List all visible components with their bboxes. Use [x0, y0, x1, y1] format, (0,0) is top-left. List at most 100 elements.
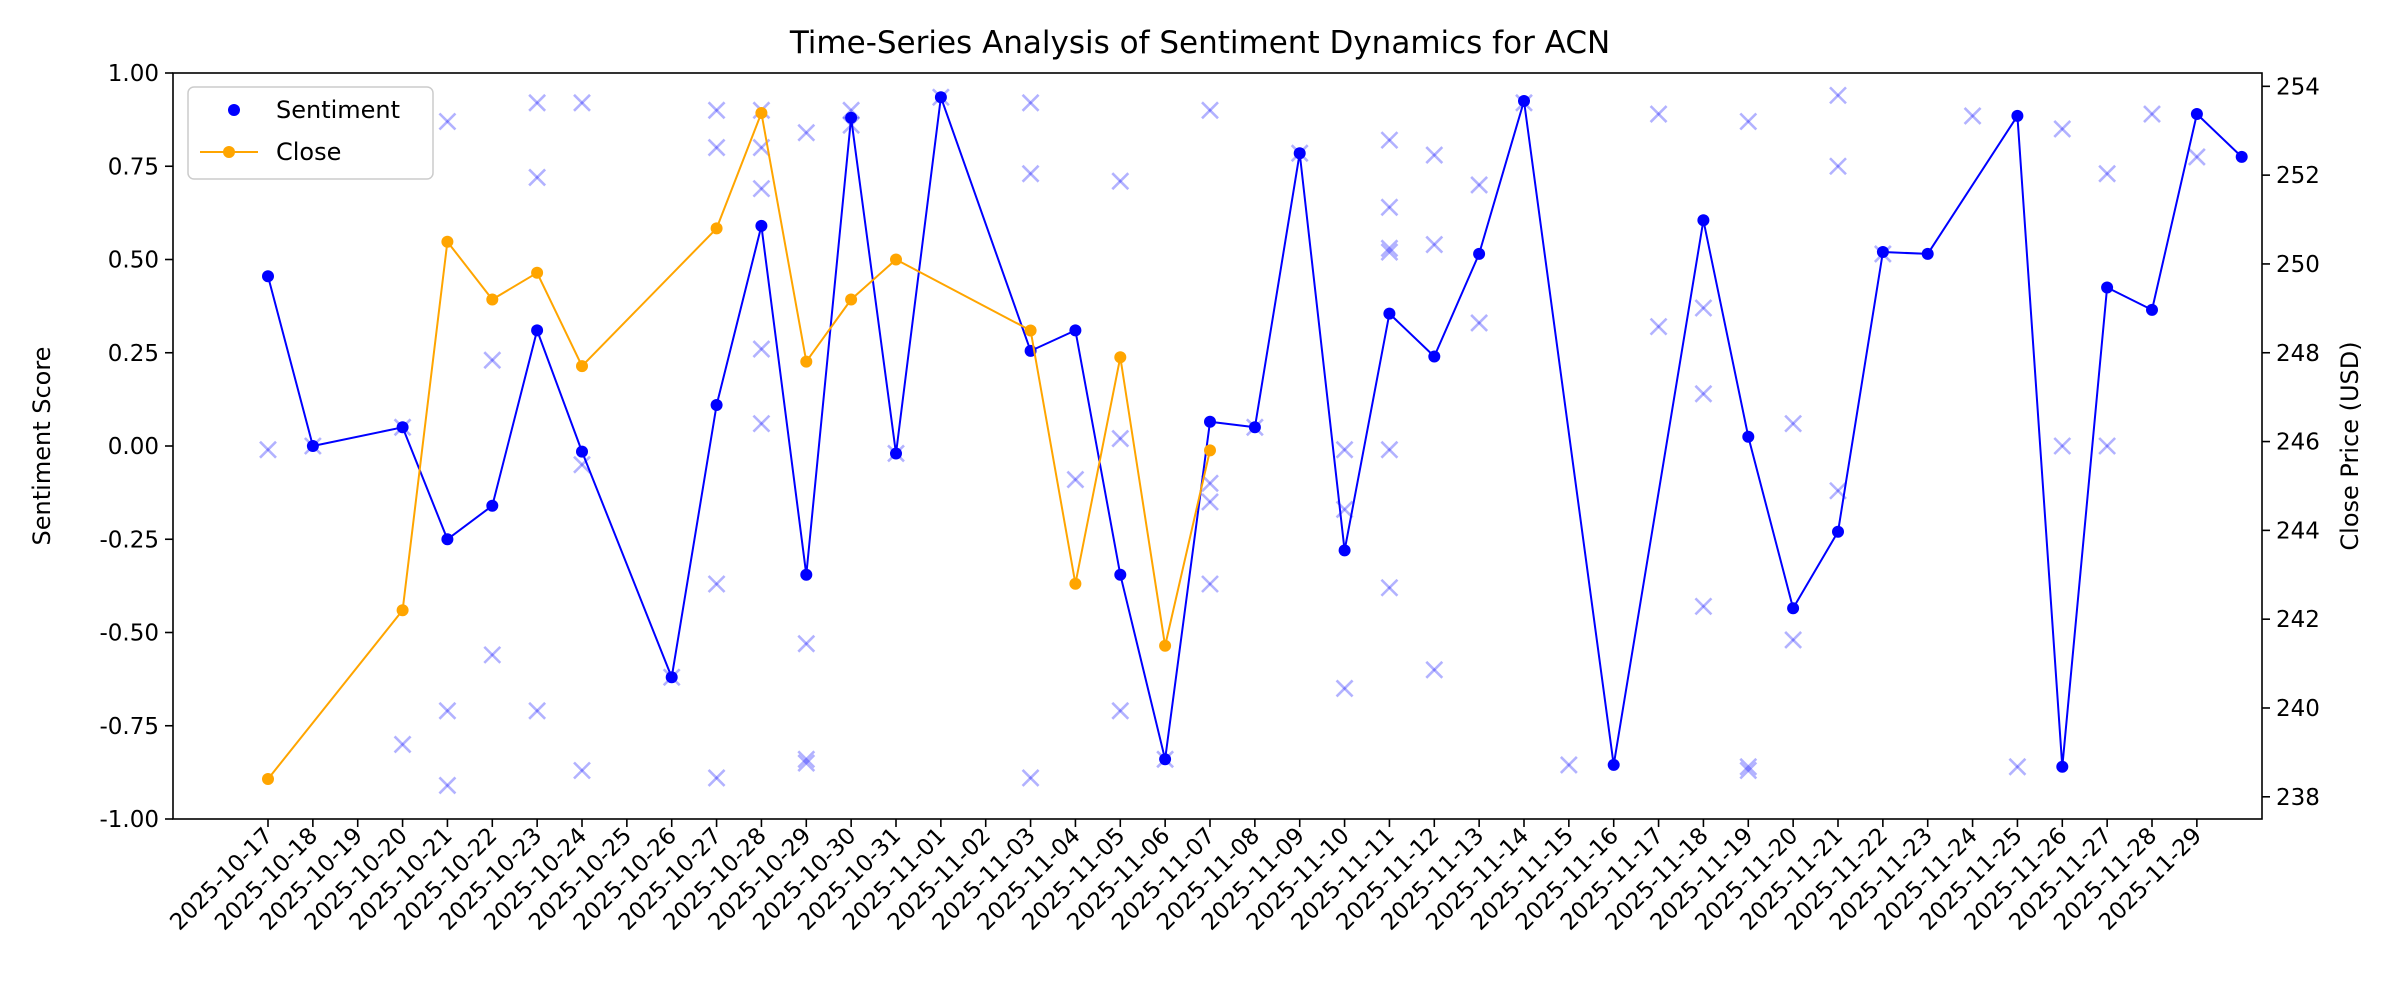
sentiment-point [2101, 281, 2114, 294]
y-tick-label: -0.50 [99, 621, 159, 647]
scatter-point-stroke [528, 93, 547, 112]
close-point [1204, 444, 1216, 457]
scatter-point-stroke [2187, 148, 2206, 166]
sentiment-point [2146, 303, 2158, 316]
scatter-point [1694, 384, 1713, 403]
sentiment-point [2011, 109, 2024, 122]
scatter-point [1066, 470, 1085, 489]
scatter-point [797, 750, 816, 769]
scatter-point [1380, 440, 1399, 459]
scatter-point-stroke [1425, 235, 1444, 254]
scatter-point-stroke [483, 351, 502, 370]
scatter-point [1380, 131, 1399, 150]
scatter-point-stroke [1111, 172, 1130, 191]
legend: Sentiment Close [187, 86, 434, 180]
scatter-point [1335, 440, 1354, 459]
scatter-point [797, 754, 816, 772]
close-point [1024, 324, 1037, 337]
scatter-point-stroke [1201, 493, 1219, 511]
scatter-point [1694, 597, 1713, 616]
scatter-point-stroke [797, 754, 816, 772]
scatter-point [797, 123, 816, 142]
scatter-point-stroke [438, 112, 457, 131]
sentiment-point [2190, 108, 2203, 120]
scatter-point [1201, 101, 1219, 120]
scatter-point-stroke [1470, 175, 1489, 194]
scatter-point-stroke [1380, 578, 1399, 597]
scatter-point [2008, 757, 2027, 776]
legend-frame [187, 86, 434, 180]
scatter-point-stroke [1201, 575, 1219, 593]
scatter-point-stroke [1649, 105, 1668, 123]
scatter-point-stroke [1649, 105, 1668, 123]
scatter-point-stroke [752, 414, 771, 433]
scatter-point [528, 93, 547, 112]
scatter-point-stroke [1694, 597, 1713, 616]
scatter-point-stroke [393, 735, 412, 754]
close-point [396, 604, 409, 617]
scatter-point-stroke [1425, 660, 1444, 679]
sentiment-point [934, 91, 947, 104]
scatter-point-stroke [1066, 470, 1085, 489]
scatter-point-stroke [483, 645, 502, 664]
scatter-point-stroke [1470, 313, 1489, 332]
scatter-point-stroke [1739, 757, 1758, 776]
scatter-point-stroke [1021, 769, 1040, 787]
sentiment-point [890, 447, 902, 460]
scatter-point [1829, 86, 1847, 105]
close-point [890, 253, 902, 266]
scatter-point [707, 769, 726, 787]
scatter-point [1111, 701, 1130, 720]
scatter-point [1739, 112, 1758, 131]
scatter-point [1380, 243, 1399, 261]
scatter-point-stroke [1021, 164, 1040, 183]
scatter-point [1425, 660, 1444, 679]
y-tick-label: -0.75 [99, 714, 159, 740]
sentiment-point [531, 324, 544, 337]
scatter-point-stroke [1739, 112, 1758, 131]
scatter-point-stroke [2053, 437, 2072, 455]
scatter-point [573, 455, 591, 474]
y2-tick-label: 254 [2276, 74, 2320, 100]
scatter-point-stroke [1380, 440, 1399, 459]
chart-title: Time-Series Analysis of Sentiment Dynami… [789, 25, 1610, 61]
sentiment-point [1876, 246, 1889, 258]
scatter-point-stroke [797, 750, 816, 769]
sentiment-point [1428, 350, 1441, 363]
scatter-point [1111, 172, 1130, 191]
scatter-point-stroke [1335, 679, 1354, 698]
scatter-point-stroke [2187, 148, 2206, 166]
scatter-point-stroke [1425, 660, 1444, 679]
y-axis-title: Sentiment Score [28, 347, 56, 546]
sentiment-point [1607, 758, 1620, 771]
sentiment-point [1114, 568, 1127, 581]
scatter-point-stroke [1380, 198, 1399, 217]
scatter-point-stroke [528, 93, 547, 112]
sentiment-point [1338, 544, 1351, 557]
scatter-point [707, 138, 726, 157]
close-point [1114, 351, 1127, 364]
y2-tick-label: 244 [2276, 518, 2320, 544]
scatter-point-stroke [1739, 761, 1758, 780]
scatter-point-stroke [1829, 481, 1847, 500]
scatter-point [1111, 429, 1130, 448]
scatter-point-stroke [1829, 86, 1847, 105]
scatter-point-stroke [797, 750, 816, 769]
close-point [755, 107, 768, 119]
sentiment-point [262, 270, 274, 283]
sentiment-point [710, 399, 723, 411]
scatter-point-stroke [1694, 299, 1713, 317]
scatter-point-stroke [1829, 157, 1847, 176]
y2-tick-label: 248 [2276, 341, 2320, 367]
legend-close-marker [223, 146, 235, 158]
scatter-point-stroke [1559, 755, 1578, 774]
scatter-point-stroke [707, 769, 726, 787]
scatter-point-stroke [483, 645, 502, 664]
scatter-point [1829, 157, 1847, 176]
scatter-point-stroke [438, 776, 457, 795]
scatter-point [438, 776, 457, 795]
close-point [845, 293, 858, 306]
scatter-point-stroke [1829, 86, 1847, 105]
scatter-point-stroke [2053, 120, 2072, 138]
scatter-point-stroke [528, 701, 547, 720]
